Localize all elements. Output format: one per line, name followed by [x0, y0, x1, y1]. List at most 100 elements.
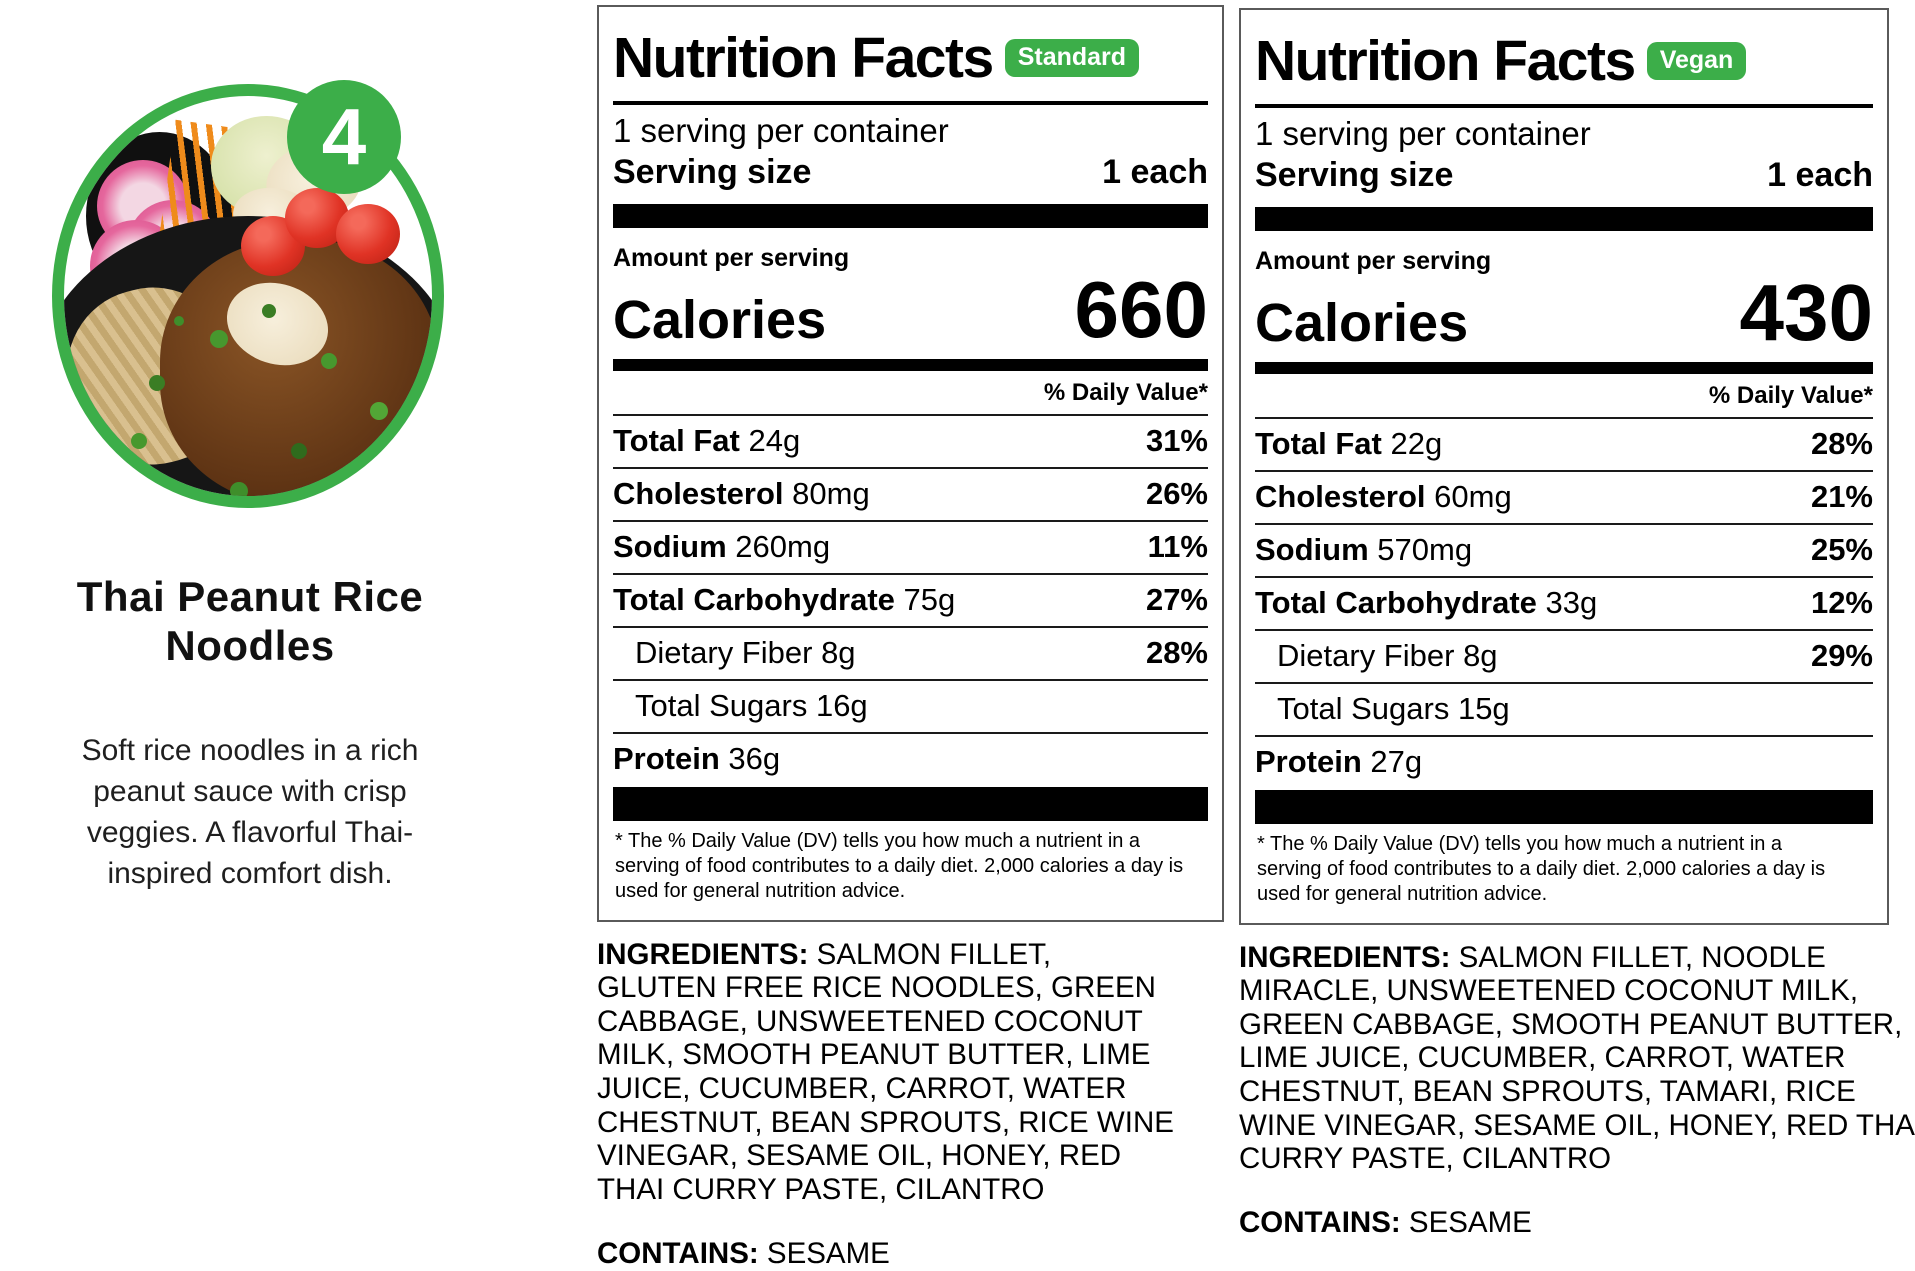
nutrient-dv: 27% [1145, 581, 1208, 617]
label-title: Nutrition Facts [1255, 29, 1636, 93]
nutrient-name: Cholesterol [613, 475, 784, 511]
daily-value-footnote: * The % Daily Value (DV) tells you how m… [615, 829, 1184, 902]
label-title: Nutrition Facts [613, 26, 994, 90]
calories-row: Calories 660 [613, 265, 1208, 354]
nutrient-dv: 29% [1810, 637, 1873, 673]
nutrient-row: Dietary Fiber 8g 28% [613, 628, 1208, 681]
nutrient-row: Sodium 260mg 11% [613, 522, 1208, 575]
nutrient-amount: 8g [1463, 637, 1498, 673]
label-header: Nutrition Facts Standard [613, 13, 1208, 105]
divider-bar [1255, 789, 1873, 824]
divider-bar [1255, 207, 1873, 231]
nutrient-amount: 22g [1390, 425, 1443, 461]
nutrient-dv: 21% [1810, 478, 1873, 514]
nutrient-amount: 570mg [1377, 531, 1473, 567]
nutrient-row: Total Sugars 16g [613, 681, 1208, 734]
ingredients-standard: INGREDIENTS: SALMON FILLET, GLUTEN FREE … [597, 938, 1177, 1207]
nutrient-dv: 28% [1145, 634, 1208, 670]
variant-badge-vegan: Vegan [1646, 42, 1747, 80]
nutrient-name: Total Fat [1255, 425, 1382, 461]
contains-vegan: CONTAINS: SESAME [1239, 1206, 1889, 1240]
ingredients-list: SALMON FILLET, NOODLE MIRACLE, UNSWEETEN… [1239, 940, 1915, 1176]
nutrient-dv: 26% [1145, 475, 1208, 511]
amount-per-serving: Amount per serving [613, 244, 850, 272]
photo-cilantro [174, 316, 185, 326]
nutrient-amount: 15g [1457, 690, 1510, 726]
label-header: Nutrition Facts Vegan [1255, 16, 1873, 108]
divider-bar [1255, 361, 1873, 374]
divider-bar [613, 358, 1208, 371]
contains-value: SESAME [766, 1236, 890, 1270]
servings-per-container: 1 serving per container [1255, 115, 1591, 152]
nutrient-row: Total Fat 22g 28% [1255, 419, 1873, 472]
nutrition-label-standard: Nutrition Facts Standard 1 serving per c… [597, 5, 1224, 922]
nutrient-row: Sodium 570mg 25% [1255, 525, 1873, 578]
nutrient-row: Total Fat 24g 31% [613, 416, 1208, 469]
nutrient-amount: 24g [748, 422, 801, 458]
serving-size-value: 1 each [1102, 153, 1208, 191]
contains-label: CONTAINS: [597, 1236, 759, 1270]
daily-value-header: % Daily Value* [613, 371, 1208, 416]
serving-size-row: Serving size 1 each [613, 150, 1208, 204]
nutrient-dv: 11% [1147, 528, 1208, 564]
nutrient-name: Total Sugars [635, 687, 808, 723]
ingredients-label: INGREDIENTS: [1239, 940, 1451, 974]
nutrient-dv: 12% [1810, 584, 1873, 620]
calories-label: Calories [613, 289, 827, 350]
nutrient-row: Total Sugars 15g [1255, 684, 1873, 737]
nutrient-name: Protein [1255, 743, 1362, 779]
calories-row: Calories 430 [1255, 273, 1873, 356]
nutrient-name: Dietary Fiber [635, 634, 813, 670]
nutrient-name: Sodium [1255, 531, 1369, 567]
nutrient-name: Cholesterol [1255, 478, 1426, 514]
amount-per-serving: Amount per serving [1255, 247, 1492, 275]
nutrient-row: Total Carbohydrate 75g 27% [613, 575, 1208, 628]
nutrient-amount: 33g [1545, 584, 1598, 620]
divider-bar [613, 786, 1208, 821]
daily-value-footnote: * The % Daily Value (DV) tells you how m… [1257, 832, 1826, 905]
nutrient-amount: 8g [821, 634, 856, 670]
photo-peanut-topping [159, 240, 432, 496]
contains-value: SESAME [1408, 1205, 1532, 1239]
standard-label-column: Nutrition Facts Standard 1 serving per c… [597, 5, 1224, 1271]
ingredients-vegan: INGREDIENTS: SALMON FILLET, NOODLE MIRAC… [1239, 941, 1915, 1176]
item-description: Soft rice noodles in a rich peanut sauce… [81, 734, 419, 891]
nutrient-row: Dietary Fiber 8g 29% [1255, 631, 1873, 684]
divider-bar [613, 204, 1208, 228]
nutrient-dv: 28% [1810, 425, 1873, 461]
nutrient-name: Dietary Fiber [1277, 637, 1455, 673]
variant-badge-standard: Standard [1004, 39, 1140, 77]
nutrient-name: Total Sugars [1277, 690, 1450, 726]
nutrient-name: Sodium [613, 528, 727, 564]
nutrient-row: Total Carbohydrate 33g 12% [1255, 578, 1873, 631]
nutrient-dv: 25% [1810, 531, 1873, 567]
nutrient-amount: 60mg [1434, 478, 1512, 514]
nutrient-amount: 16g [815, 687, 868, 723]
ingredients-label: INGREDIENTS: [597, 937, 809, 971]
nutrient-name: Total Fat [613, 422, 740, 458]
nutrition-label-vegan: Nutrition Facts Vegan 1 serving per cont… [1239, 8, 1889, 925]
serving-size-label: Serving size [613, 153, 812, 191]
nutrient-row: Protein 36g [613, 734, 1208, 787]
nutrient-amount: 36g [728, 740, 781, 776]
nutrient-row: Protein 27g [1255, 737, 1873, 790]
contains-label: CONTAINS: [1239, 1205, 1401, 1239]
nutrient-amount: 27g [1370, 743, 1423, 779]
nutrient-name: Total Carbohydrate [613, 581, 895, 617]
ingredients-list: SALMON FILLET, GLUTEN FREE RICE NOODLES,… [597, 937, 1174, 1206]
nutrient-row: Cholesterol 60mg 21% [1255, 472, 1873, 525]
nutrient-dv: 31% [1145, 422, 1208, 458]
serving-size-row: Serving size 1 each [1255, 153, 1873, 207]
contains-standard: CONTAINS: SESAME [597, 1237, 1224, 1271]
photo-tomato [336, 204, 401, 264]
serving-size-label: Serving size [1255, 156, 1454, 194]
vegan-label-column: Nutrition Facts Vegan 1 serving per cont… [1239, 8, 1915, 1240]
nutrient-amount: 80mg [792, 475, 870, 511]
item-title: Thai Peanut Rice Noodles [76, 572, 424, 669]
menu-item-panel: 4 Thai Peanut Rice Noodles Soft rice noo… [0, 0, 500, 1080]
calories-value: 660 [1074, 265, 1208, 354]
nutrient-amount: 75g [903, 581, 956, 617]
serving-size-value: 1 each [1767, 156, 1873, 194]
servings-per-container: 1 serving per container [613, 112, 949, 149]
item-number: 4 [321, 92, 367, 181]
